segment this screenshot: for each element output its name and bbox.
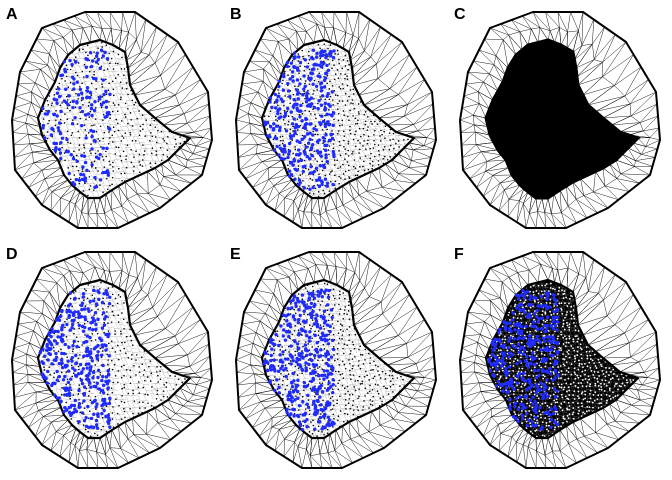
panel-c: C [448, 0, 672, 240]
inner-boundary [260, 38, 416, 200]
panel-e-label: E [230, 246, 241, 263]
inner-boundary [36, 38, 192, 200]
panel-d-mesh [11, 251, 213, 469]
outer-mesh [11, 11, 213, 229]
inner-boundary [36, 278, 192, 440]
inner-region [38, 40, 190, 198]
outer-boundary [11, 11, 213, 229]
outer-mesh [235, 11, 437, 229]
outer-mesh [459, 251, 661, 469]
panel-e-mesh [235, 251, 437, 469]
inner-region [38, 280, 190, 438]
outer-boundary [235, 11, 437, 229]
inner-region-solid [484, 38, 641, 200]
observation-points [263, 48, 336, 191]
panel-a-label: A [6, 6, 18, 23]
panel-f-label: F [454, 246, 464, 263]
observation-points [262, 288, 336, 432]
outer-mesh [459, 11, 661, 229]
panel-d: D [0, 240, 224, 480]
observation-points [41, 48, 112, 189]
outer-boundary [459, 11, 661, 229]
panel-b-mesh [235, 11, 437, 229]
outer-boundary [459, 251, 661, 469]
outer-boundary [235, 251, 437, 469]
observation-points [38, 288, 112, 430]
outer-mesh [11, 251, 213, 469]
panel-b: B [224, 0, 448, 240]
panel-b-label: B [230, 6, 242, 23]
panel-f-mesh [459, 251, 661, 469]
inner-mesh [262, 44, 416, 201]
outer-mesh [235, 251, 437, 469]
panel-f: F [448, 240, 672, 480]
observation-points [487, 289, 560, 431]
panel-a-mesh [11, 11, 213, 229]
panel-c-mesh [459, 11, 661, 229]
panel-e: E [224, 240, 448, 480]
outer-boundary [11, 251, 213, 469]
panel-c-label: C [454, 6, 466, 23]
inner-boundary [484, 278, 640, 440]
inner-boundary [260, 278, 416, 440]
panel-d-label: D [6, 246, 18, 263]
panel-a: A [0, 0, 224, 240]
